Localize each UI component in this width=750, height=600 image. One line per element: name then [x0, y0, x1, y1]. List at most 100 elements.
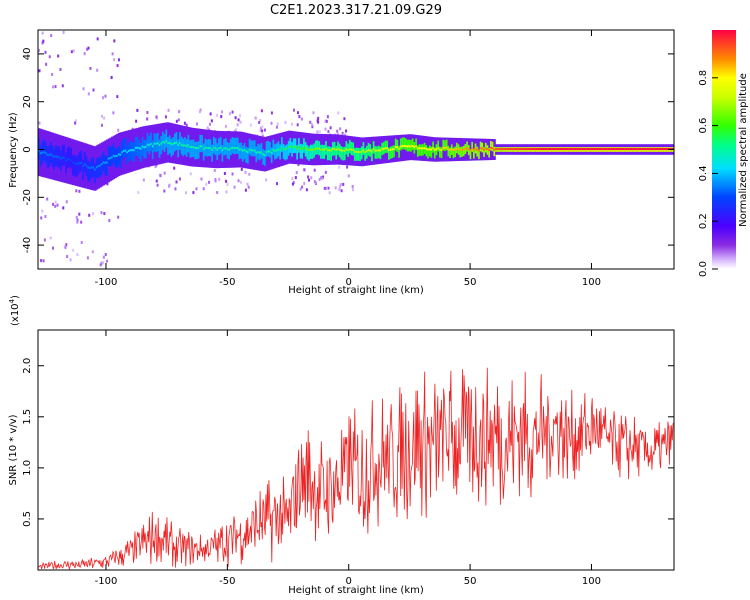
spectrogram-cell — [481, 147, 484, 150]
spectrogram-cell — [63, 144, 66, 166]
spectrogram-cell — [87, 160, 90, 182]
spectrogram-speckle — [246, 182, 249, 186]
spectrogram-cell — [420, 147, 423, 150]
spectrogram-cell — [447, 145, 450, 157]
spectrogram-cell — [501, 148, 505, 151]
spectrogram-cell — [233, 138, 236, 155]
spectrogram-cell — [301, 147, 304, 150]
spectrogram-cell — [245, 146, 248, 163]
spectrogram-cell — [202, 147, 206, 150]
spectrogram-cell — [605, 148, 608, 151]
spectrogram-cell — [355, 150, 359, 153]
spectrogram-marks — [38, 30, 674, 267]
spectrogram-cell — [122, 138, 126, 158]
spectrogram-speckle — [307, 175, 310, 179]
spectrogram-cell — [172, 142, 175, 145]
spectrogram-cell — [207, 146, 211, 149]
spectrogram-cell — [284, 148, 287, 151]
spectrogram-cell — [388, 147, 391, 160]
spectrogram-cell — [445, 139, 449, 151]
spectrogram-cell — [450, 148, 454, 151]
spectrogram-cell — [199, 145, 202, 148]
spectrogram-speckle — [78, 189, 81, 193]
spectrogram-cell — [445, 146, 449, 149]
spectrogram-cell — [71, 161, 75, 164]
spectrogram-speckle — [290, 122, 293, 126]
spectrogram-cell — [532, 148, 535, 151]
spectrogram-cell — [163, 141, 167, 144]
spectrogram-cell — [588, 148, 591, 151]
spectrogram-cell — [634, 148, 637, 151]
spectrogram-speckle — [342, 182, 345, 186]
spectrogram-cell — [65, 152, 68, 174]
spectrogram-cell — [138, 147, 141, 150]
spectrogram-cell — [139, 147, 143, 150]
spectrogram-cell — [347, 149, 350, 152]
spectrogram-cell — [83, 152, 87, 173]
spectrogram-cell — [148, 144, 151, 147]
spectrogram-cell — [433, 147, 437, 159]
spectrogram-speckle — [70, 50, 73, 54]
spectrogram-cell — [306, 144, 309, 160]
spectrogram-speckle — [208, 122, 211, 126]
spectrogram-cell — [136, 146, 139, 149]
spectrogram-cell — [607, 148, 610, 151]
spectrogram-cell — [180, 143, 184, 146]
spectrogram-cell — [66, 147, 70, 168]
spectrogram-cell — [393, 148, 396, 151]
spectrogram-cell — [197, 141, 201, 159]
spectrogram-cell — [396, 146, 399, 149]
spectrogram-cell — [216, 148, 219, 151]
spectrogram-speckle — [235, 128, 238, 132]
spectrogram-cell — [235, 146, 238, 149]
spectrogram-cell — [469, 149, 473, 160]
spectrogram-cell — [484, 147, 488, 150]
spectrogram-speckle — [307, 178, 310, 182]
spectrogram-cell — [457, 148, 461, 151]
spectrogram-speckle — [62, 206, 65, 210]
spectrogram-cell — [580, 148, 583, 151]
spectrogram-speckle — [259, 126, 262, 130]
spectrogram-cell — [204, 146, 207, 149]
spectrogram-cell — [46, 146, 49, 168]
spectrogram-x-axis: -100 -50 0 50 100 — [95, 30, 601, 288]
spectrogram-cell — [622, 148, 625, 151]
spectrogram-speckle — [74, 121, 77, 125]
spectrogram-cell — [549, 148, 552, 151]
spectrogram-speckle — [167, 108, 170, 112]
spectrogram-speckle — [142, 178, 145, 182]
spectrogram-cell — [476, 146, 479, 157]
spectrogram-speckle — [293, 108, 296, 112]
spectrogram-cell — [80, 162, 83, 165]
spectrogram-cell — [411, 144, 415, 147]
spectrogram-cell — [337, 147, 340, 150]
spectrogram-cell — [459, 147, 462, 158]
spectrogram-cell — [48, 154, 51, 157]
spectrogram-cell — [94, 163, 97, 184]
colorbar-tick-label: 0.8 — [698, 70, 709, 86]
spectrogram-speckle — [83, 52, 86, 56]
spectrogram-speckle — [218, 177, 221, 181]
spectrogram-cell — [213, 136, 216, 154]
spectrogram-speckle — [52, 85, 55, 89]
spectrogram-speckle — [341, 131, 344, 135]
spectrogram-cell — [240, 148, 243, 151]
spectrogram-cell — [493, 148, 496, 151]
spectrogram-cell — [614, 148, 617, 151]
snr-x-tick-label: -100 — [95, 576, 118, 587]
spectrogram-speckle — [324, 186, 327, 190]
spectrogram-speckle — [174, 187, 177, 191]
spectrogram-cell — [399, 138, 403, 151]
spectrogram-speckle — [291, 182, 294, 186]
spectrogram-cell — [433, 149, 437, 152]
spectrogram-cell — [53, 148, 56, 170]
spectrogram-speckle — [309, 120, 312, 124]
spectrogram-cell — [473, 149, 476, 152]
spectrogram-cell — [620, 148, 624, 151]
spectrogram-cell — [156, 132, 160, 152]
spectrogram-speckle — [175, 119, 178, 123]
spectrogram-cell — [247, 147, 250, 164]
spectrogram-cell — [269, 142, 272, 158]
spectrogram-speckle — [101, 123, 104, 127]
spectrogram-speckle — [45, 62, 48, 66]
